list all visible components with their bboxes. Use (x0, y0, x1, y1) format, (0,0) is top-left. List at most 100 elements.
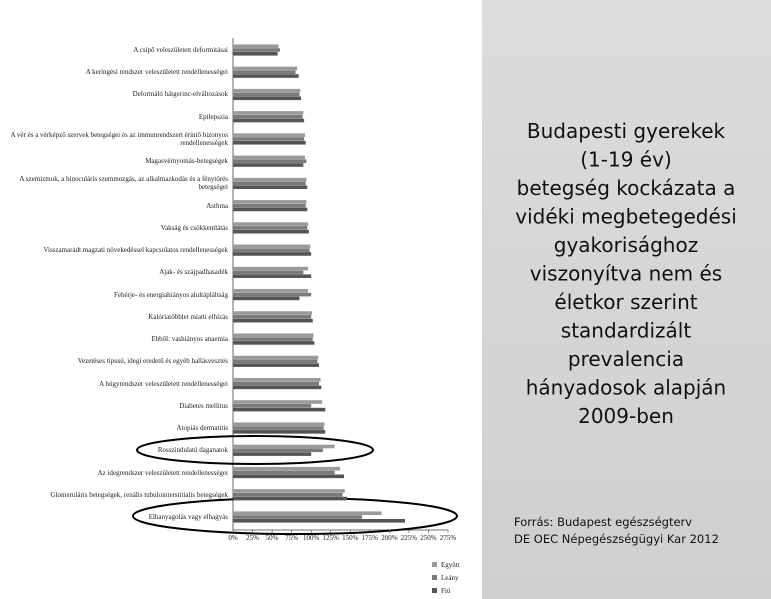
bar (233, 88, 301, 93)
bar (233, 489, 345, 493)
x-tick-label: 125% (323, 534, 340, 542)
bar (233, 492, 343, 497)
category-label: Visszamaradt magzati növekedéssel kapcso… (43, 246, 228, 255)
category-label: A keringési rendszer veleszületett rende… (85, 68, 228, 77)
title-line: gyakorisághoz (554, 233, 698, 257)
bar (233, 74, 299, 78)
bar (233, 404, 312, 408)
legend-swatch (432, 575, 437, 580)
legend-swatch (432, 562, 437, 567)
bar (233, 270, 304, 275)
x-tick-label: 0% (228, 534, 238, 542)
bar (233, 140, 306, 145)
bar (233, 111, 304, 115)
category-label: Deformáló hátgerinc-elváltozások (132, 90, 228, 99)
category-label: A vér és a vérképző szervek betegségei é… (10, 130, 229, 147)
bar (233, 266, 309, 271)
category-label: Magasvérnyomás-betegségek (145, 157, 228, 166)
bar (233, 96, 302, 101)
source-line: DE OEC Népegészségügyi Kar 2012 (514, 532, 719, 546)
category-label: Fehérje- és energiahiányos alultápláltsá… (114, 290, 228, 299)
category-label: Epilepszia (198, 112, 228, 121)
category-label: Diabetes mellitus (179, 401, 228, 410)
bar (233, 470, 335, 475)
bar (233, 137, 305, 141)
bar (233, 318, 313, 323)
bar (233, 226, 308, 230)
category-label: Az idegrendszer veleszületett rendellene… (97, 468, 228, 477)
legend-swatch (432, 588, 437, 593)
bar (233, 244, 311, 249)
bar (233, 66, 298, 71)
bar (233, 496, 348, 501)
legend-label: Együtt (441, 561, 460, 569)
x-tick-label: 150% (342, 534, 359, 542)
bar (233, 333, 314, 338)
bar (233, 70, 296, 75)
title-line: (1-19 év) (580, 148, 672, 172)
x-tick-label: 275% (440, 534, 457, 542)
bar (233, 448, 323, 453)
bar (233, 315, 312, 319)
bar (233, 515, 362, 519)
bar (233, 385, 322, 390)
category-label: Asthma (206, 201, 228, 210)
bar (233, 452, 312, 456)
category-label: A csípő veleszületett deformitásai (133, 46, 228, 54)
x-tick-label: 100% (303, 534, 320, 542)
bar (233, 426, 324, 430)
x-tick-label: 50% (266, 534, 279, 542)
title-line: vidéki megbetegedési (515, 205, 737, 229)
category-label: Glomeruláris betegségek, renális tubuloi… (50, 490, 228, 499)
bar (233, 207, 308, 212)
x-tick-label: 225% (401, 534, 418, 542)
bar (233, 185, 308, 190)
bar (233, 430, 326, 434)
category-label: Atopiás dermatitis (176, 424, 228, 433)
bar (233, 274, 312, 278)
bar (233, 363, 319, 367)
title-line: 2009-ben (578, 404, 674, 428)
legend-label: Fiú (441, 587, 451, 595)
bar (233, 292, 312, 297)
source-line: Forrás: Budapest egészségterv (514, 515, 692, 529)
bar (233, 177, 307, 182)
category-label: Kalóriatöbblet miatti elhízás (148, 312, 228, 321)
highlight-ellipse (136, 435, 374, 465)
bar (233, 133, 305, 137)
category-label: A húgyrendszer veleszületett rendellenes… (99, 379, 228, 388)
bar (233, 474, 345, 479)
bar (233, 155, 305, 160)
bar (233, 200, 307, 204)
bar (233, 511, 382, 515)
text-panel (482, 0, 771, 599)
category-label: Vakság és csökkentlátás (160, 223, 228, 232)
bar (233, 466, 341, 471)
category-label: Elhanyagolás vagy elhagyás (148, 513, 228, 521)
bar (233, 229, 309, 234)
bar (233, 519, 405, 523)
bar (233, 341, 315, 345)
title-line: hányadosok alapján (526, 376, 726, 400)
bar (233, 359, 318, 364)
bar (233, 296, 300, 301)
category-label: Vezetéses típusú, idegi eredetű és egyéb… (77, 357, 228, 366)
bar (233, 377, 321, 382)
title-line: prevalencia (568, 347, 684, 371)
bar (233, 163, 304, 167)
title-line: betegség kockázata a (517, 176, 736, 200)
title-line: életkor szerint (554, 290, 697, 314)
bar (233, 181, 306, 186)
bar (233, 159, 307, 163)
bar (233, 222, 309, 226)
title-line: Budapesti gyerekek (527, 119, 726, 143)
bar (233, 381, 319, 386)
category-label: Ajak- és szájpadhasadék (159, 268, 228, 277)
x-tick-label: 250% (420, 534, 437, 542)
category-label: Ebből: vashiányos anaemia (151, 335, 228, 344)
bar (233, 289, 309, 293)
bar (233, 92, 300, 97)
bar (233, 248, 310, 252)
x-tick-label: 75% (285, 534, 298, 542)
